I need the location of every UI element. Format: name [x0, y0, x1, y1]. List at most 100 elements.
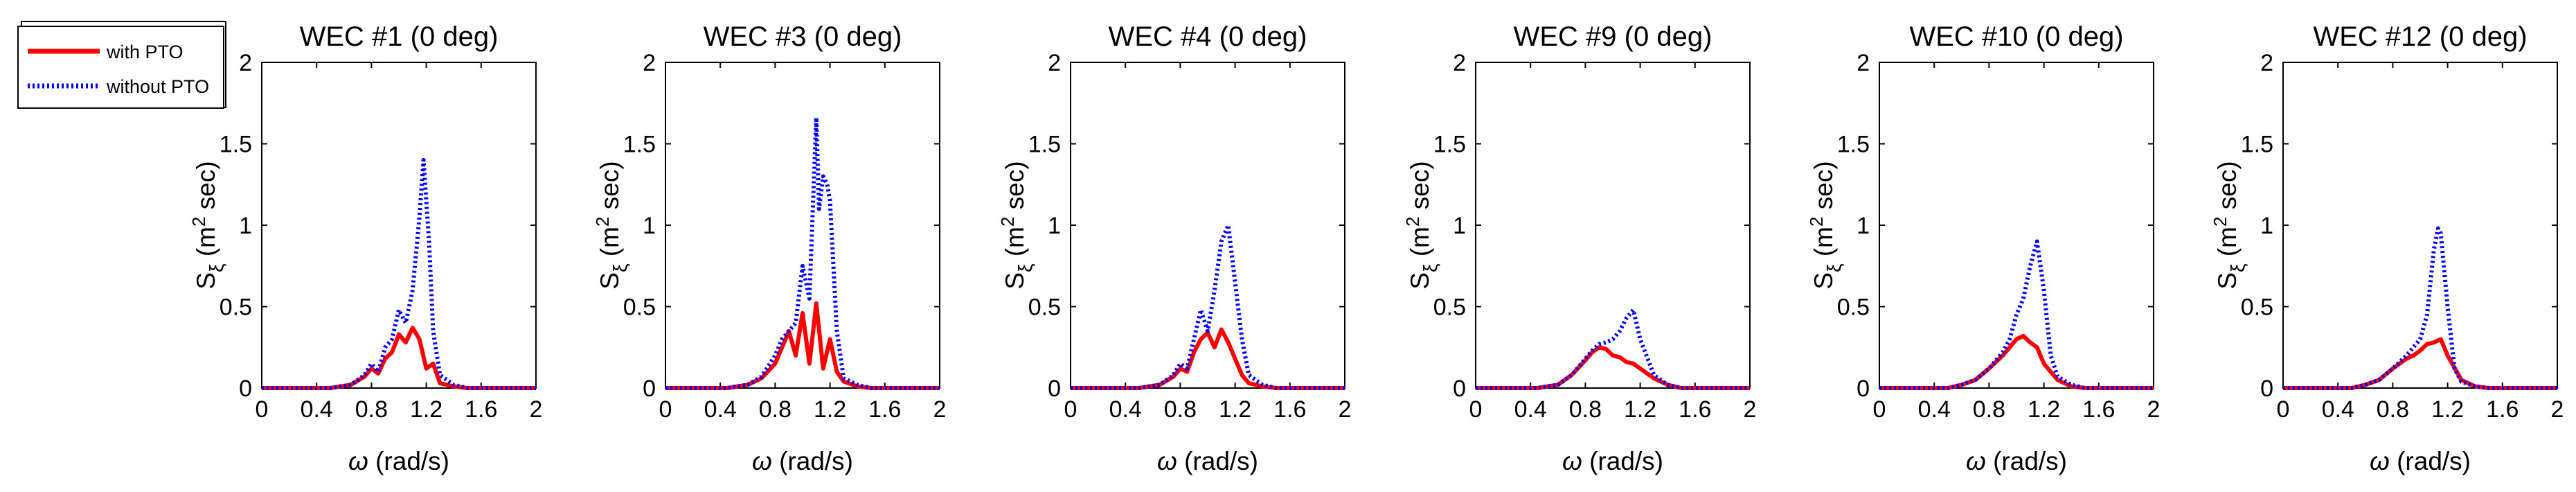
x-tick-label: 1.2: [2431, 396, 2464, 423]
x-tick-label: 1.6: [1273, 396, 1306, 423]
x-tick-label: 0: [1064, 396, 1077, 423]
x-tick-label: 0.8: [759, 396, 791, 423]
x-tick-label: 0: [659, 396, 672, 423]
x-tick-label: 1.6: [1679, 396, 1711, 423]
chart-panel: 0 0.4 0.8 1.2 1.6 2 0 0.5 1 1.5 2 WEC #10 (0 deg) ω …: [1806, 21, 2160, 475]
x-tick-label: 0.8: [355, 396, 388, 423]
y-tick-label: 2: [1048, 50, 1061, 76]
x-tick-label: 0: [1873, 396, 1886, 423]
x-tick-label: 0.4: [704, 396, 737, 423]
x-tick-label: 0.4: [301, 396, 333, 423]
y-axis-label: Sξ (m2 sec): [1806, 161, 1845, 289]
series-line-with-pto: [2283, 337, 2557, 390]
chart-title: WEC #4 (0 deg): [1109, 21, 1307, 52]
x-tick-label: 0: [1469, 396, 1483, 423]
x-tick-label: 0.8: [1164, 396, 1197, 423]
x-tick-label: 0.4: [1109, 396, 1142, 423]
x-tick-label: 0.8: [1569, 396, 1602, 423]
x-tick-label: 2: [1744, 396, 1757, 423]
legend-label-with-pto: with PTO: [106, 42, 184, 62]
y-axis-label: Sξ (m2 sec): [1402, 161, 1441, 289]
y-tick-label: 1: [1453, 213, 1466, 239]
x-tick-label: 1.6: [465, 396, 497, 423]
chart-panel: 0 0.4 0.8 1.2 1.6 2 0 0.5 1 1.5 2 WEC #3 (0 deg) ω (…: [592, 21, 946, 475]
y-tick-label: 1.5: [220, 132, 252, 158]
y-tick-label: 0: [1857, 376, 1870, 402]
y-tick-label: 1: [2260, 213, 2273, 239]
series-line-with-pto: [665, 301, 940, 390]
legend-box: [17, 26, 224, 109]
legend: with PTO without PTO: [17, 21, 226, 109]
x-tick-label: 1.6: [868, 396, 901, 423]
x-axis-label: ω (rad/s): [752, 447, 853, 475]
chart-panel: 0 0.4 0.8 1.2 1.6 2 0 0.5 1 1.5 2 WEC #9 (0 deg) ω (…: [1402, 21, 1756, 475]
y-tick-label: 0.5: [623, 295, 656, 321]
series-line-without-pto: [1879, 239, 2154, 390]
y-tick-label: 0: [2260, 376, 2273, 402]
x-tick-label: 2: [2551, 396, 2564, 423]
y-axis-label: Sξ (m2 sec): [997, 161, 1036, 289]
y-tick-label: 0.5: [220, 295, 252, 321]
series-line-without-pto: [665, 115, 940, 390]
chart-title: WEC #3 (0 deg): [704, 21, 902, 52]
y-tick-label: 1.5: [1433, 132, 1466, 158]
y-axis-label: Sξ (m2 sec): [2210, 161, 2248, 289]
y-tick-label: 2: [1453, 50, 1466, 76]
y-tick-label: 0.5: [1028, 295, 1061, 321]
chart-panel: 0 0.4 0.8 1.2 1.6 2 0 0.5 1 1.5 2 WEC #12 (0 deg) ω …: [2210, 21, 2564, 475]
y-tick-label: 1: [239, 213, 252, 239]
y-tick-label: 2: [1857, 50, 1870, 76]
x-tick-label: 2: [1339, 396, 1352, 423]
x-axis-label: ω (rad/s): [348, 447, 449, 475]
y-tick-label: 1.5: [2241, 132, 2273, 158]
chart-title: WEC #1 (0 deg): [300, 21, 499, 52]
chart-panel: 0 0.4 0.8 1.2 1.6 2 0 0.5 1 1.5 2 WEC #4 (0 deg) ω (…: [997, 21, 1351, 475]
chart-title: WEC #12 (0 deg): [2313, 21, 2527, 52]
x-tick-label: 0.8: [1973, 396, 2005, 423]
y-tick-label: 0: [1048, 376, 1061, 402]
x-tick-label: 2: [530, 396, 543, 423]
y-tick-label: 0: [1453, 376, 1466, 402]
y-tick-label: 0.5: [1837, 295, 1870, 321]
series-line-with-pto: [1879, 333, 2154, 390]
x-tick-label: 1.2: [814, 396, 846, 423]
x-tick-label: 1.6: [2082, 396, 2115, 423]
y-tick-label: 1.5: [1837, 132, 1870, 158]
y-tick-label: 1.5: [1028, 132, 1061, 158]
y-tick-label: 2: [2260, 50, 2273, 76]
x-tick-label: 0.4: [2322, 396, 2354, 423]
x-tick-label: 1.2: [2028, 396, 2060, 423]
x-tick-label: 1.2: [1624, 396, 1656, 423]
chart-panels: 0 0.4 0.8 1.2 1.6 2 0 0.5 1 1.5 2 WEC #1 (0 deg) ω (…: [188, 21, 2564, 475]
y-tick-label: 1.5: [623, 132, 656, 158]
y-tick-label: 0.5: [2241, 295, 2273, 321]
y-tick-label: 0: [239, 376, 252, 402]
x-tick-label: 1.2: [1219, 396, 1251, 423]
y-axis-label: Sξ (m2 sec): [592, 161, 631, 289]
x-tick-label: 1.2: [410, 396, 442, 423]
x-axis-label: ω (rad/s): [1562, 447, 1663, 475]
series-line-without-pto: [1071, 223, 1345, 390]
y-tick-label: 2: [643, 50, 656, 76]
x-tick-label: 2: [933, 396, 947, 423]
y-tick-label: 0: [643, 376, 656, 402]
x-tick-label: 0: [256, 396, 269, 423]
chart-title: WEC #9 (0 deg): [1514, 21, 1712, 52]
x-tick-label: 0: [2277, 396, 2290, 423]
series-line-without-pto: [1476, 308, 1750, 390]
x-tick-label: 0.4: [1918, 396, 1951, 423]
y-tick-label: 1: [1048, 213, 1061, 239]
chart-title: WEC #10 (0 deg): [1909, 21, 2123, 52]
y-tick-label: 2: [239, 50, 252, 76]
x-tick-label: 0.8: [2377, 396, 2409, 423]
x-tick-label: 0.4: [1514, 396, 1547, 423]
x-axis-label: ω (rad/s): [1157, 447, 1258, 475]
x-axis-label: ω (rad/s): [1966, 447, 2067, 475]
x-tick-label: 2: [2147, 396, 2161, 423]
legend-label-without-pto: without PTO: [106, 76, 209, 97]
chart-panel: 0 0.4 0.8 1.2 1.6 2 0 0.5 1 1.5 2 WEC #1 (0 deg) ω (…: [188, 21, 542, 475]
x-axis-label: ω (rad/s): [2370, 447, 2471, 475]
x-tick-label: 1.6: [2486, 396, 2519, 423]
y-tick-label: 0.5: [1433, 295, 1466, 321]
